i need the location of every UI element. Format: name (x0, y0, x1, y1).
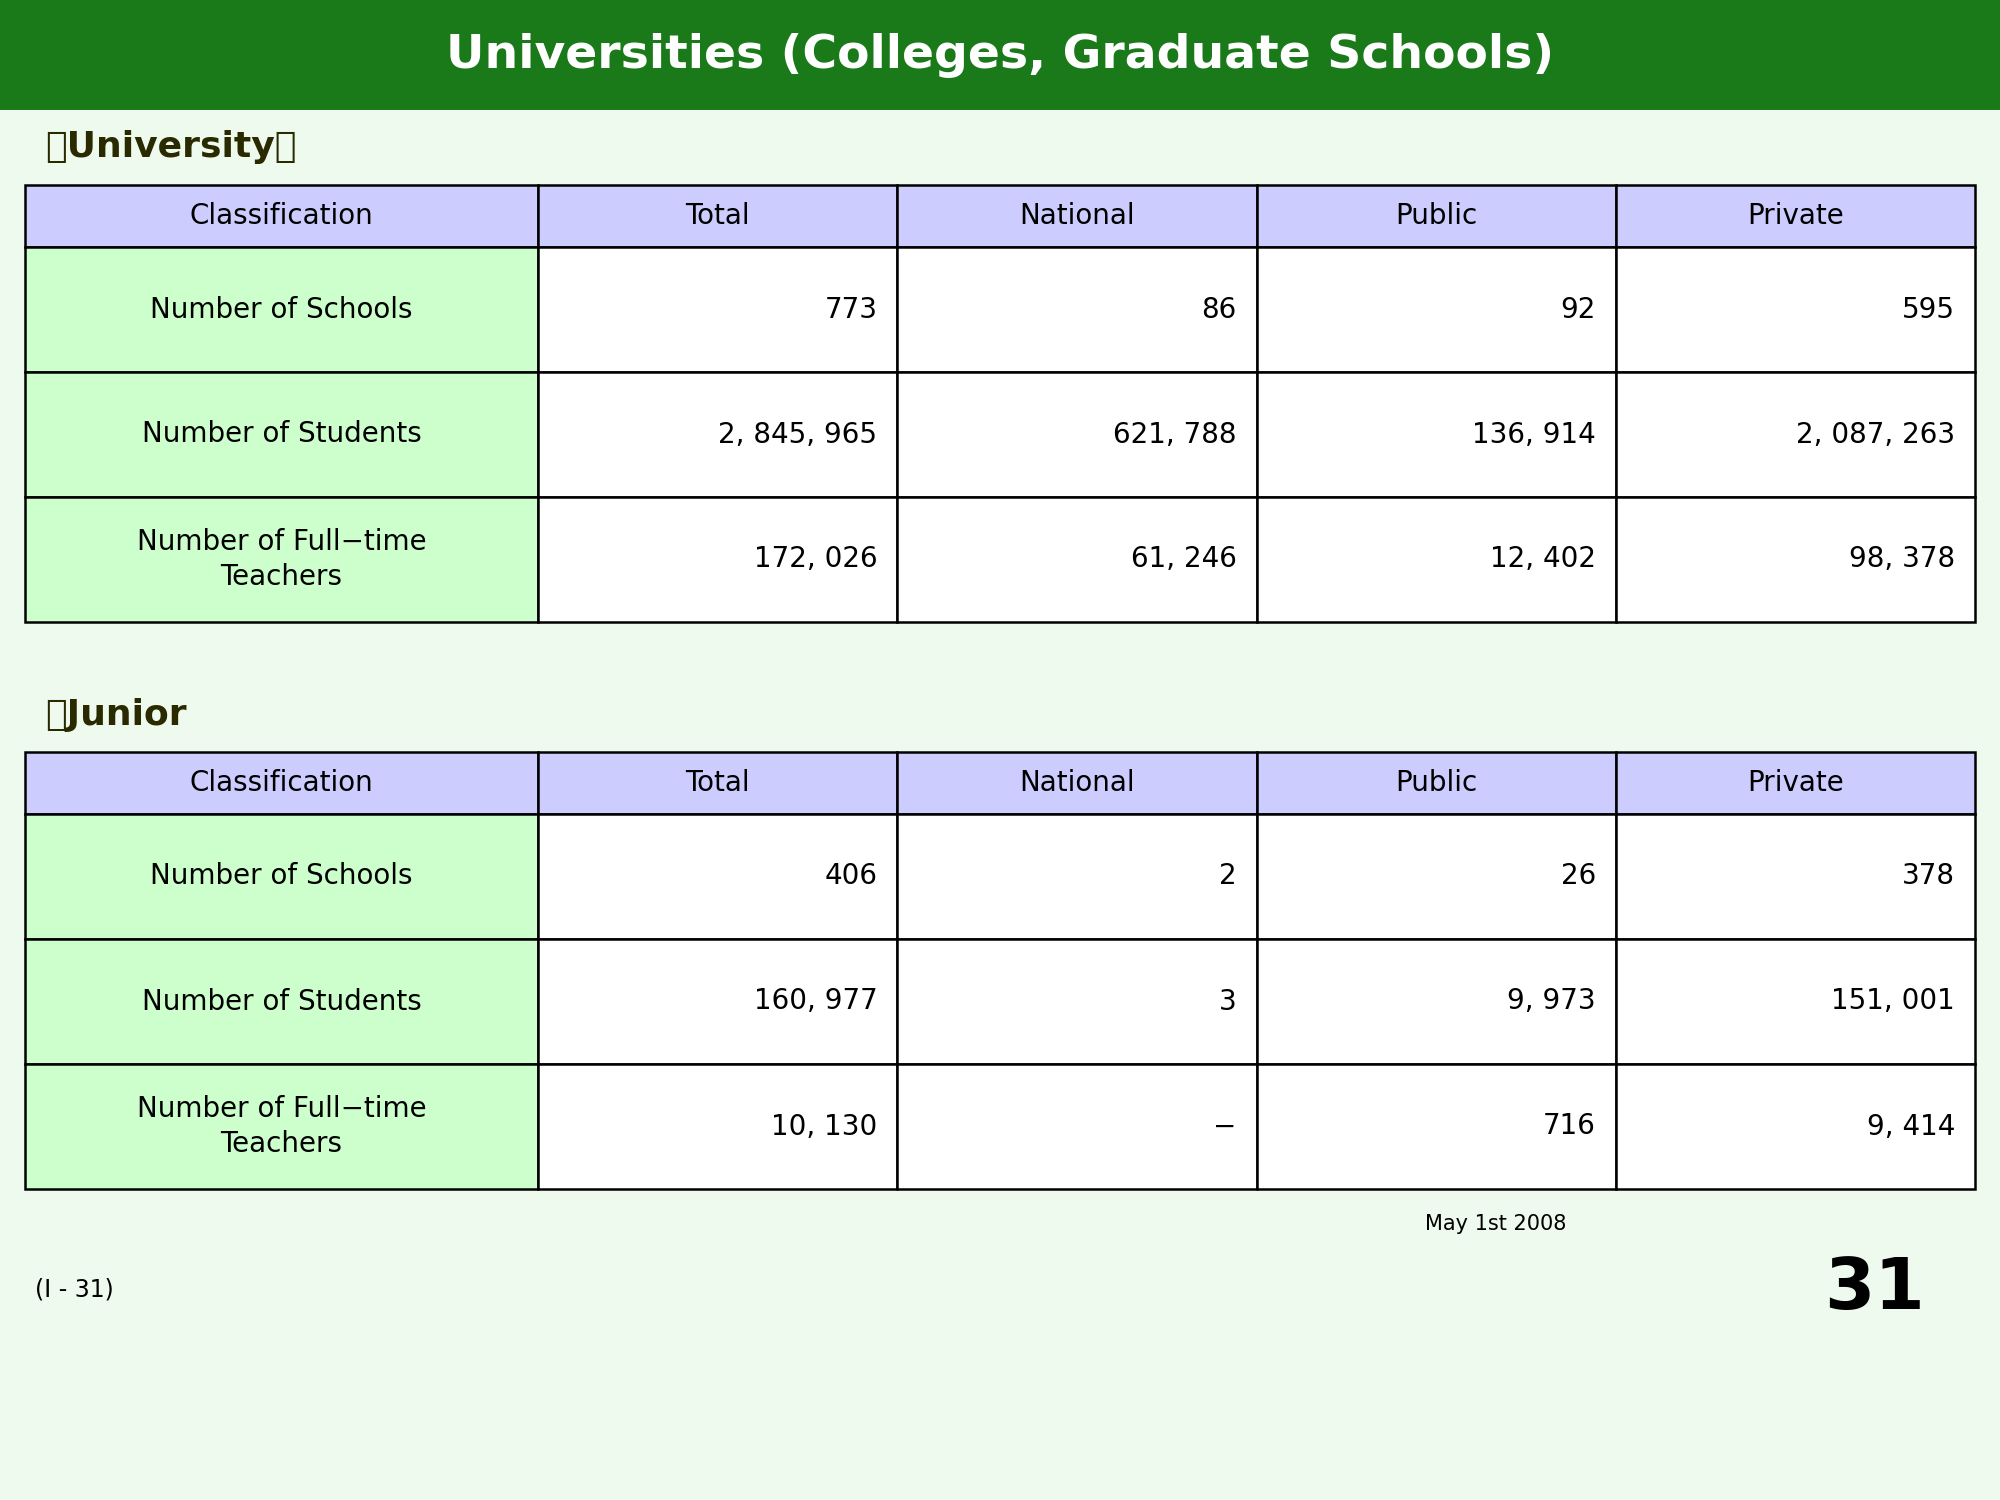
FancyBboxPatch shape (1256, 496, 1616, 622)
Text: Number of Full−time
Teachers: Number of Full−time Teachers (136, 1095, 426, 1158)
FancyBboxPatch shape (1616, 1064, 1974, 1190)
FancyBboxPatch shape (898, 248, 1256, 372)
Text: Number of Schools: Number of Schools (150, 296, 412, 324)
Text: Total: Total (686, 202, 750, 229)
FancyBboxPatch shape (1616, 248, 1974, 372)
Text: Public: Public (1396, 770, 1478, 796)
Text: Number of Schools: Number of Schools (150, 862, 412, 891)
FancyBboxPatch shape (898, 939, 1256, 1064)
Text: −: − (1214, 1113, 1236, 1140)
Text: 136, 914: 136, 914 (1472, 420, 1596, 448)
FancyBboxPatch shape (1256, 939, 1616, 1064)
Text: 406: 406 (824, 862, 878, 891)
Text: 716: 716 (1542, 1113, 1596, 1140)
Text: 160, 977: 160, 977 (754, 987, 878, 1016)
Text: 61, 246: 61, 246 (1130, 546, 1236, 573)
FancyBboxPatch shape (24, 752, 538, 814)
Text: 9, 973: 9, 973 (1508, 987, 1596, 1016)
Text: 151, 001: 151, 001 (1832, 987, 1954, 1016)
Text: 10, 130: 10, 130 (772, 1113, 878, 1140)
FancyBboxPatch shape (24, 496, 538, 622)
Text: National: National (1020, 202, 1134, 229)
FancyBboxPatch shape (1616, 184, 1974, 248)
Text: Universities (Colleges, Graduate Schools): Universities (Colleges, Graduate Schools… (446, 33, 1554, 78)
FancyBboxPatch shape (1616, 752, 1974, 814)
Text: May 1st 2008: May 1st 2008 (1424, 1214, 1566, 1234)
Text: Classification: Classification (190, 770, 374, 796)
FancyBboxPatch shape (24, 248, 538, 372)
Text: 595: 595 (1902, 296, 1954, 324)
FancyBboxPatch shape (898, 496, 1256, 622)
Text: 〈University〉: 〈University〉 (44, 130, 296, 165)
Text: 92: 92 (1560, 296, 1596, 324)
Text: Classification: Classification (190, 202, 374, 229)
Text: (I - 31): (I - 31) (36, 1276, 114, 1300)
Text: Total: Total (686, 770, 750, 796)
Text: 86: 86 (1202, 296, 1236, 324)
Text: 773: 773 (824, 296, 878, 324)
Text: 621, 788: 621, 788 (1114, 420, 1236, 448)
Text: Private: Private (1748, 202, 1844, 229)
Text: Number of Students: Number of Students (142, 420, 422, 448)
FancyBboxPatch shape (898, 815, 1256, 939)
Text: 2: 2 (1218, 862, 1236, 891)
FancyBboxPatch shape (1256, 372, 1616, 496)
FancyBboxPatch shape (538, 815, 898, 939)
FancyBboxPatch shape (898, 372, 1256, 496)
FancyBboxPatch shape (538, 248, 898, 372)
FancyBboxPatch shape (538, 939, 898, 1064)
FancyBboxPatch shape (538, 752, 898, 814)
Text: 378: 378 (1902, 862, 1954, 891)
Text: Number of Full−time
Teachers: Number of Full−time Teachers (136, 528, 426, 591)
FancyBboxPatch shape (1256, 815, 1616, 939)
FancyBboxPatch shape (24, 939, 538, 1064)
FancyBboxPatch shape (1616, 815, 1974, 939)
FancyBboxPatch shape (1256, 248, 1616, 372)
Text: 26: 26 (1560, 862, 1596, 891)
FancyBboxPatch shape (0, 0, 2000, 110)
FancyBboxPatch shape (1256, 752, 1616, 814)
FancyBboxPatch shape (1256, 1064, 1616, 1190)
FancyBboxPatch shape (538, 496, 898, 622)
Text: 3: 3 (1218, 987, 1236, 1016)
FancyBboxPatch shape (24, 372, 538, 496)
FancyBboxPatch shape (1616, 372, 1974, 496)
FancyBboxPatch shape (1616, 939, 1974, 1064)
Text: National: National (1020, 770, 1134, 796)
Text: 9, 414: 9, 414 (1866, 1113, 1954, 1140)
Text: 98, 378: 98, 378 (1848, 546, 1954, 573)
FancyBboxPatch shape (898, 184, 1256, 248)
FancyBboxPatch shape (1616, 496, 1974, 622)
Text: 2, 087, 263: 2, 087, 263 (1796, 420, 1954, 448)
Text: 2, 845, 965: 2, 845, 965 (718, 420, 878, 448)
FancyBboxPatch shape (538, 372, 898, 496)
FancyBboxPatch shape (24, 815, 538, 939)
Text: Private: Private (1748, 770, 1844, 796)
Text: 12, 402: 12, 402 (1490, 546, 1596, 573)
Text: Public: Public (1396, 202, 1478, 229)
FancyBboxPatch shape (24, 1064, 538, 1190)
FancyBboxPatch shape (538, 1064, 898, 1190)
FancyBboxPatch shape (24, 184, 538, 248)
Text: 172, 026: 172, 026 (754, 546, 878, 573)
FancyBboxPatch shape (898, 1064, 1256, 1190)
FancyBboxPatch shape (898, 752, 1256, 814)
FancyBboxPatch shape (1256, 184, 1616, 248)
Text: Number of Students: Number of Students (142, 987, 422, 1016)
Text: 〈Junior: 〈Junior (44, 698, 186, 732)
Text: 31: 31 (1824, 1254, 1924, 1323)
FancyBboxPatch shape (538, 184, 898, 248)
